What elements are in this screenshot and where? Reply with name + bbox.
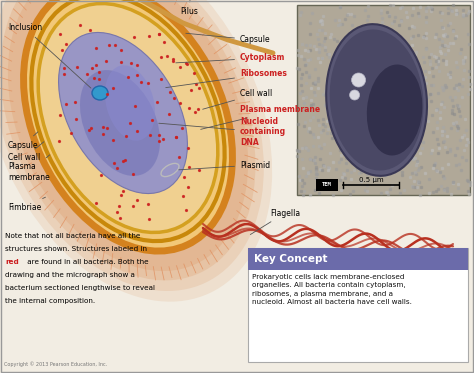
- Text: Prokaryotic cells lack membrane-enclosed
organelles. All bacteria contain cytopl: Prokaryotic cells lack membrane-enclosed…: [252, 274, 412, 305]
- Text: Pilus: Pilus: [180, 0, 198, 16]
- Text: Inclusion: Inclusion: [8, 23, 91, 88]
- Text: Flagella: Flagella: [250, 209, 300, 235]
- Text: Capsule: Capsule: [186, 33, 271, 44]
- Text: TEM: TEM: [322, 182, 332, 188]
- FancyBboxPatch shape: [297, 5, 470, 195]
- FancyBboxPatch shape: [248, 248, 468, 362]
- Ellipse shape: [326, 24, 427, 176]
- Text: Plasmid: Plasmid: [179, 160, 270, 170]
- Ellipse shape: [24, 0, 232, 251]
- Text: Copyright © 2013 Pearson Education, Inc.: Copyright © 2013 Pearson Education, Inc.: [4, 361, 107, 367]
- Text: Ribosomes: Ribosomes: [166, 69, 287, 88]
- Text: Key Concept: Key Concept: [254, 254, 328, 264]
- Ellipse shape: [0, 0, 264, 291]
- Ellipse shape: [367, 65, 422, 156]
- Text: Plasma
membrane: Plasma membrane: [8, 155, 50, 182]
- Ellipse shape: [8, 0, 248, 271]
- Text: are found in all bacteria. Both the: are found in all bacteria. Both the: [25, 259, 149, 265]
- Ellipse shape: [59, 32, 187, 194]
- Text: the internal composition.: the internal composition.: [5, 298, 95, 304]
- Text: Note that not all bacteria have all the: Note that not all bacteria have all the: [5, 233, 140, 239]
- FancyBboxPatch shape: [316, 179, 338, 191]
- Text: Cell wall: Cell wall: [8, 142, 44, 163]
- Text: 0.5 µm: 0.5 µm: [359, 177, 383, 183]
- Ellipse shape: [330, 29, 423, 170]
- Text: bacterium sectioned lengthwise to reveal: bacterium sectioned lengthwise to reveal: [5, 285, 155, 291]
- Text: red: red: [5, 259, 19, 265]
- Text: Cytoplasm: Cytoplasm: [176, 53, 285, 63]
- Ellipse shape: [80, 70, 160, 176]
- FancyBboxPatch shape: [248, 248, 468, 270]
- Text: Nucleoid
containing
DNA: Nucleoid containing DNA: [159, 117, 286, 147]
- Ellipse shape: [92, 86, 108, 100]
- Text: Capsule: Capsule: [8, 132, 38, 150]
- Ellipse shape: [0, 0, 272, 302]
- Ellipse shape: [350, 90, 360, 100]
- Text: Cell wall: Cell wall: [203, 90, 272, 109]
- Ellipse shape: [352, 73, 365, 87]
- Text: Fimbriae: Fimbriae: [8, 197, 46, 211]
- Ellipse shape: [105, 65, 155, 141]
- Ellipse shape: [0, 0, 255, 280]
- Ellipse shape: [31, 0, 225, 241]
- Text: Plasma membrane: Plasma membrane: [201, 106, 320, 129]
- Text: drawing and the micrograph show a: drawing and the micrograph show a: [5, 272, 135, 278]
- Ellipse shape: [38, 4, 218, 232]
- Text: structures shown. Structures labeled in: structures shown. Structures labeled in: [5, 246, 147, 252]
- Ellipse shape: [42, 8, 214, 228]
